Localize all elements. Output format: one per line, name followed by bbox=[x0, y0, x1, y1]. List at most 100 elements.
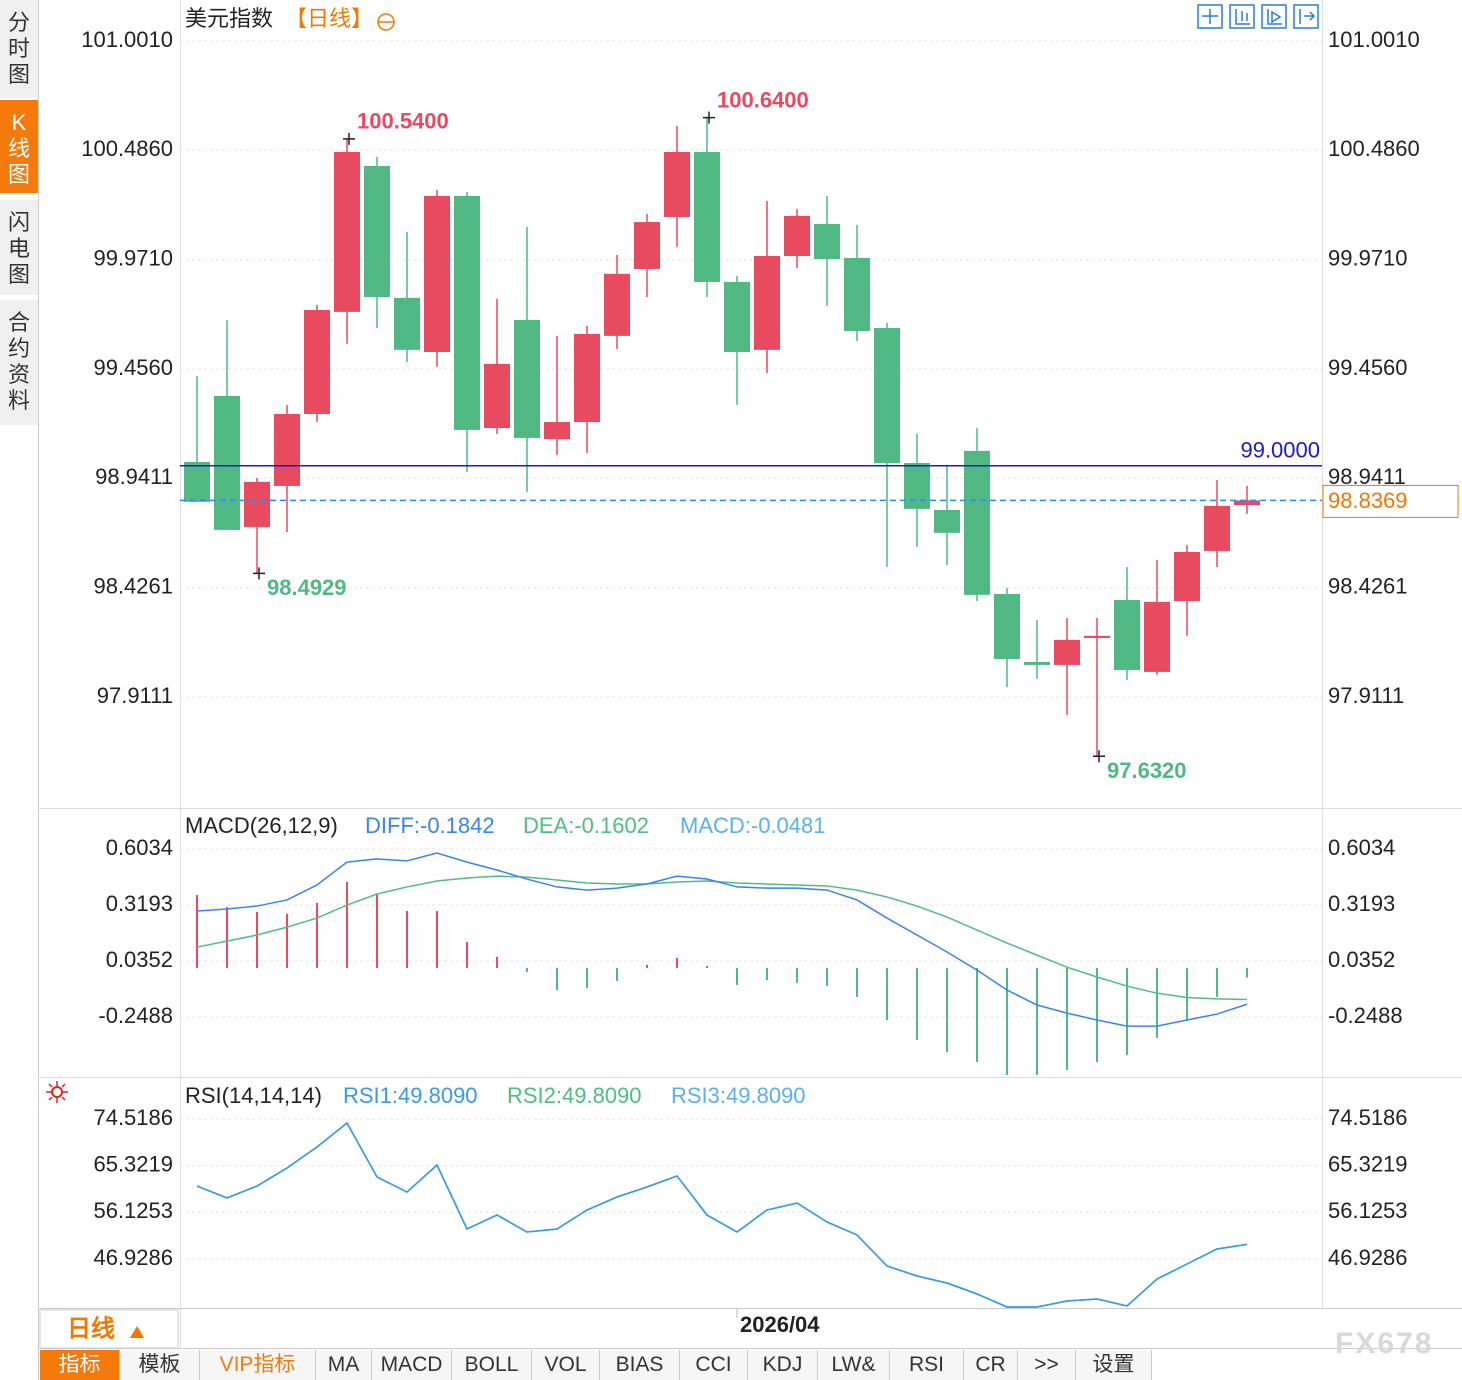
candle-body bbox=[484, 363, 510, 428]
y-tick-label: 101.0010 bbox=[81, 27, 173, 52]
sidebar-tab[interactable]: 合约资料 bbox=[0, 300, 38, 425]
sidebar-tab[interactable]: 分时图 bbox=[0, 0, 38, 98]
panel-title: MACD(26,12,9) bbox=[185, 813, 338, 838]
legend-label: MACD:-0.0481 bbox=[680, 813, 826, 838]
toolbar-item[interactable]: MACD bbox=[372, 1350, 452, 1380]
y-tick-label: 46.9286 bbox=[93, 1245, 173, 1270]
toolbar-item[interactable]: BOLL bbox=[452, 1350, 532, 1380]
y-tick-label-right: 101.0010 bbox=[1328, 27, 1420, 52]
y-tick-label: 99.4560 bbox=[93, 355, 173, 380]
candle-body bbox=[304, 309, 330, 414]
tab-label[interactable]: K线图 bbox=[8, 110, 31, 187]
y-tick-label: 56.1253 bbox=[93, 1198, 173, 1223]
candle-body bbox=[1234, 500, 1260, 506]
toolbar-item[interactable]: 设置 bbox=[1076, 1350, 1152, 1380]
candle-body bbox=[424, 195, 450, 352]
y-tick-label-right: 98.4261 bbox=[1328, 573, 1408, 598]
y-tick-label: 98.4261 bbox=[93, 573, 173, 598]
toolbar: 指标 模板 VIP指标 MA MACD BOLL VOL BIAS CCI KDJ LW& RSI CR… bbox=[40, 1350, 1152, 1380]
x-tick-label: 2026/04 bbox=[740, 1312, 820, 1337]
candle-body bbox=[664, 152, 690, 217]
candle-body bbox=[1054, 639, 1080, 665]
sidebar-tab[interactable]: K线图 bbox=[0, 100, 38, 193]
y-tick-label: 0.6034 bbox=[106, 835, 173, 860]
toolbar-item[interactable]: CR bbox=[964, 1350, 1018, 1380]
y-tick-label: 98.9411 bbox=[95, 464, 173, 489]
tab-label[interactable]: 分时图 bbox=[8, 10, 31, 87]
legend-label: DEA:-0.1602 bbox=[523, 813, 649, 838]
period-button[interactable] bbox=[39, 1309, 179, 1349]
y-tick-label-right: 0.0352 bbox=[1328, 947, 1395, 972]
candle-body bbox=[604, 273, 630, 336]
y-tick-label: 65.3219 bbox=[93, 1151, 173, 1176]
candle-body bbox=[514, 319, 540, 438]
toolbar-item[interactable]: VIP指标 bbox=[200, 1350, 316, 1380]
extreme-marker bbox=[1093, 750, 1105, 763]
toolbar-item[interactable]: 模板 bbox=[120, 1350, 200, 1380]
sidebar-tab[interactable]: 闪电图 bbox=[0, 200, 38, 295]
y-tick-label: 74.5186 bbox=[93, 1105, 173, 1130]
extreme-marker bbox=[253, 567, 265, 580]
y-tick-label-right: 100.4860 bbox=[1328, 136, 1420, 161]
toolbar-item[interactable]: MA bbox=[316, 1350, 372, 1380]
extreme-label: 100.5400 bbox=[357, 109, 449, 134]
candle-body bbox=[874, 327, 900, 464]
candle-body bbox=[244, 481, 270, 527]
candle-body bbox=[754, 256, 780, 350]
candle-body bbox=[844, 257, 870, 331]
y-tick-label-right: 0.3193 bbox=[1328, 891, 1395, 916]
zoom-icon[interactable] bbox=[377, 13, 395, 31]
candle-body bbox=[994, 594, 1020, 659]
candle-body bbox=[934, 509, 960, 533]
toolbar-item[interactable]: RSI bbox=[890, 1350, 964, 1380]
y-tick-label-right: 97.9111 bbox=[1328, 683, 1404, 708]
series-line bbox=[196, 1121, 1248, 1308]
toolbar-item[interactable]: VOL bbox=[532, 1350, 600, 1380]
toolbar-item[interactable]: 指标 bbox=[40, 1350, 120, 1380]
candle-body bbox=[454, 195, 480, 430]
panel-title: 美元指数 bbox=[185, 6, 273, 31]
toolbar-item[interactable]: >> bbox=[1018, 1350, 1076, 1380]
rsi-icon[interactable] bbox=[46, 1081, 68, 1103]
candle-body bbox=[364, 166, 390, 298]
legend-label: DIFF:-0.1842 bbox=[365, 813, 495, 838]
toolbar-item[interactable]: BIAS bbox=[600, 1350, 680, 1380]
candle-body bbox=[1144, 601, 1170, 672]
candle-body bbox=[1024, 661, 1050, 665]
y-tick-label-right: 99.9710 bbox=[1328, 245, 1408, 270]
candle-body bbox=[214, 395, 240, 530]
y-tick-label-right: 74.5186 bbox=[1328, 1105, 1408, 1130]
toolbar-item[interactable]: CCI bbox=[680, 1350, 748, 1380]
extreme-label: 98.4929 bbox=[267, 575, 347, 600]
candle-body bbox=[694, 152, 720, 282]
tab-label[interactable]: 闪电图 bbox=[8, 210, 31, 287]
y-tick-label-right: -0.2488 bbox=[1328, 1003, 1403, 1028]
extreme-marker bbox=[343, 132, 355, 145]
candle-body bbox=[724, 281, 750, 352]
candle-body bbox=[574, 333, 600, 423]
y-tick-label: 99.9710 bbox=[93, 245, 173, 270]
tab-label[interactable]: 合约资料 bbox=[8, 310, 31, 413]
period-label[interactable]: 日线 bbox=[67, 1315, 115, 1342]
price-label: 98.8369 bbox=[1328, 488, 1408, 513]
candle-body bbox=[544, 422, 570, 440]
candle-body bbox=[1204, 505, 1230, 551]
y-tick-label: -0.2488 bbox=[98, 1003, 173, 1028]
y-tick-label: 0.0352 bbox=[106, 947, 173, 972]
toolbar-item[interactable]: LW& bbox=[818, 1350, 890, 1380]
y-tick-label-right: 56.1253 bbox=[1328, 1198, 1408, 1223]
period-arrow[interactable] bbox=[130, 1326, 144, 1338]
toolbar-icons[interactable] bbox=[1197, 4, 1319, 29]
y-tick-label: 97.9111 bbox=[97, 683, 173, 708]
y-tick-label-right: 46.9286 bbox=[1328, 1245, 1408, 1270]
price-label-box bbox=[1322, 484, 1459, 518]
y-tick-label: 100.4860 bbox=[81, 136, 173, 161]
legend-label: RSI3:49.8090 bbox=[671, 1083, 806, 1108]
series-line bbox=[196, 1121, 1248, 1308]
candle-body bbox=[1174, 551, 1200, 602]
y-tick-label-right: 99.4560 bbox=[1328, 355, 1408, 380]
candle-body bbox=[394, 297, 420, 350]
toolbar-item[interactable]: KDJ bbox=[748, 1350, 818, 1380]
